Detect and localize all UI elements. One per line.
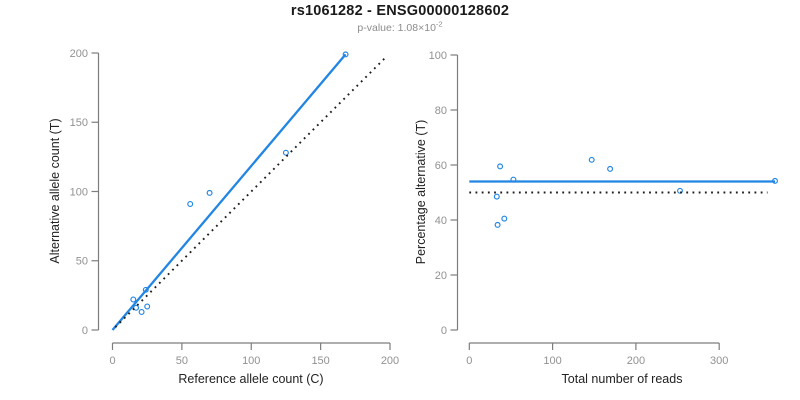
data-point — [677, 187, 683, 194]
data-point — [187, 201, 194, 207]
y-tick-label: 20 — [435, 270, 447, 282]
x-tick-label: 50 — [176, 355, 188, 367]
y-tick-label: 150 — [70, 117, 88, 129]
x-tick-label: 200 — [627, 355, 645, 367]
data-point — [501, 215, 508, 222]
x-tick-label: 150 — [311, 355, 329, 367]
pvalue-text: p-value: 1.08×10 — [357, 22, 436, 34]
y-tick-label: 40 — [435, 215, 447, 227]
x-tick-label: 100 — [242, 355, 260, 367]
x-tick-label: 200 — [381, 355, 399, 367]
pvalue-exponent: -2 — [435, 19, 443, 29]
x-tick-label: 300 — [710, 355, 728, 367]
data-point — [493, 193, 500, 200]
data-point — [138, 309, 145, 315]
data-point — [342, 51, 349, 58]
data-point — [607, 165, 614, 172]
y-tick-label: 60 — [435, 160, 447, 172]
y-tick-label: 80 — [435, 105, 447, 117]
figure-title: rs1061282 - ENSG00000128602 — [290, 3, 510, 19]
right-plot-x-axis-title: Total number of reads — [561, 372, 683, 386]
y-tick-label: 200 — [70, 48, 88, 60]
x-tick-label: 0 — [466, 355, 472, 367]
x-tick-label: 0 — [109, 355, 115, 367]
right-plot-y-axis-title: Percentage alternative (T) — [414, 119, 428, 265]
left-plot-y-axis-title: Alternative allele count (T) — [48, 118, 62, 264]
regression-line — [111, 53, 347, 331]
data-point — [497, 163, 504, 170]
data-point — [206, 189, 213, 196]
data-point — [588, 156, 595, 163]
y-tick-label: 100 — [70, 186, 88, 198]
data-point — [494, 221, 501, 228]
left-plot-x-axis-title: Reference allele count (C) — [178, 372, 324, 386]
x-tick-label: 100 — [543, 355, 561, 367]
data-point — [282, 149, 289, 156]
data-point — [130, 296, 137, 303]
figure-subtitle: p-value: 1.08×10-2 — [0, 19, 800, 34]
data-point — [144, 303, 151, 310]
data-point — [133, 304, 140, 311]
y-tick-label: 0 — [441, 325, 447, 337]
y-tick-label: 0 — [82, 325, 88, 337]
y-tick-label: 100 — [429, 50, 447, 62]
identity-line — [114, 56, 387, 328]
y-tick-label: 50 — [76, 256, 88, 268]
